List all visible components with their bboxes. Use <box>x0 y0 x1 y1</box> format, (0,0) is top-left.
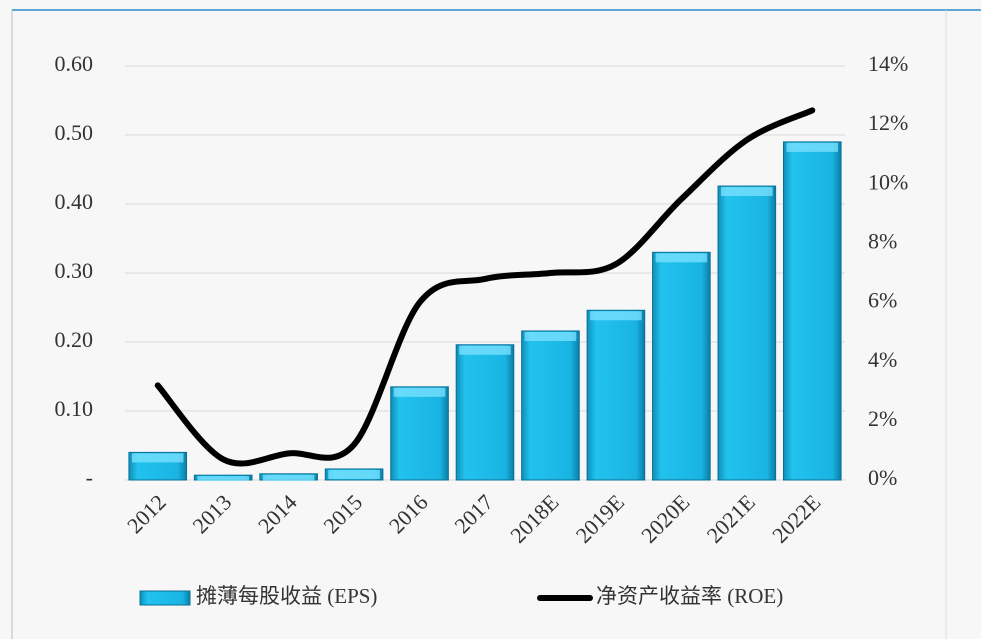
legend-swatch <box>139 590 191 606</box>
bar-cap <box>786 142 839 152</box>
bar <box>782 141 842 481</box>
bar-cap <box>328 469 380 479</box>
bar <box>586 309 646 481</box>
bar <box>455 344 515 481</box>
bar-cap <box>524 331 577 341</box>
legend-label: 净资产收益率 (ROE) <box>596 584 783 608</box>
line <box>154 107 816 467</box>
bar-cap <box>262 474 315 481</box>
legend: 摊薄每股收益 (EPS) 净资产收益率 (ROE) <box>139 584 783 608</box>
bar <box>652 251 711 481</box>
y-tick-label: 0.40 <box>55 189 94 214</box>
y2-tick-label: 12% <box>868 110 908 135</box>
bar-cap <box>131 453 184 463</box>
bar-cap <box>655 253 708 263</box>
y-tick-label: 0.10 <box>55 396 94 421</box>
bar <box>521 330 580 481</box>
bar <box>717 185 777 481</box>
bar-cap <box>393 387 446 397</box>
bar-cap <box>721 187 773 197</box>
y-tick-label: - <box>86 465 93 490</box>
y-tick-label: 0.30 <box>55 258 94 283</box>
y2-tick-label: 10% <box>868 169 908 194</box>
bar-cap <box>590 311 642 321</box>
bar <box>390 386 449 481</box>
y2-tick-label: 2% <box>868 406 897 431</box>
y-tick-label: 0.50 <box>55 120 94 145</box>
bar-cap <box>459 345 511 355</box>
y-tick-label: 0.60 <box>55 51 94 76</box>
y2-tick-label: 8% <box>868 228 897 253</box>
bar-cap <box>197 476 249 481</box>
y2-tick-label: 0% <box>868 465 897 490</box>
y2-tick-label: 14% <box>868 51 908 76</box>
y2-tick-label: 6% <box>868 288 897 313</box>
y-tick-label: 0.20 <box>55 327 94 352</box>
legend-label: 摊薄每股收益 (EPS) <box>196 584 377 608</box>
y2-tick-label: 4% <box>868 347 897 372</box>
